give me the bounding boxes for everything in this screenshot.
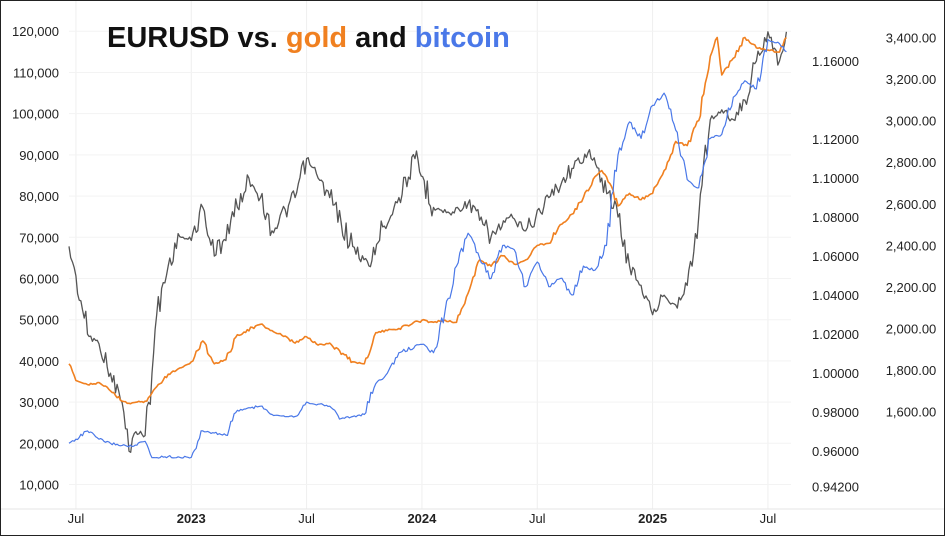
chart-title-part-and: and: [347, 22, 415, 54]
gold-axis-tick-label: 1,600.00: [886, 405, 937, 420]
chart-title-part-eurusd: EURUSD vs.: [107, 22, 286, 54]
gold-axis-tick-label: 3,400.00: [886, 31, 937, 46]
eurusd-axis-tick-label: 0.94200: [812, 479, 859, 494]
bitcoin-axis-tick-label: 80,000: [19, 189, 59, 204]
bitcoin-axis-tick-label: 110,000: [13, 65, 59, 80]
eurusd-axis-tick-label: 0.96000: [812, 444, 859, 459]
eurusd-axis-tick-label: 1.02000: [812, 327, 859, 342]
x-tick-label: 2024: [407, 511, 437, 526]
x-tick-label: 2023: [177, 511, 206, 526]
bitcoin-axis-tick-label: 100,000: [12, 107, 59, 122]
bitcoin-axis-tick-label: 20,000: [19, 436, 59, 451]
gold-axis-tick-label: 3,000.00: [886, 114, 937, 129]
eurusd-axis-tick-label: 1.16000: [812, 54, 859, 69]
chart-title-part-gold: gold: [286, 22, 347, 54]
bitcoin-axis-tick-label: 30,000: [19, 395, 59, 410]
x-tick-label: Jul: [298, 511, 315, 526]
bitcoin-axis-tick-label: 90,000: [19, 148, 59, 163]
gold-axis-tick-label: 2,200.00: [886, 280, 937, 295]
bitcoin-axis-tick-label: 70,000: [19, 230, 59, 245]
series-layer: [68, 31, 788, 459]
bitcoin-axis-tick-label: 40,000: [19, 354, 59, 369]
tick-layer: Jul 2023 Jul 2024 Jul 2025 Jul 10,000 20,000 30,0…: [12, 24, 936, 526]
series-line-bitcoin: [68, 38, 787, 459]
gold-axis-tick-label: 1,800.00: [886, 363, 937, 378]
eurusd-axis-tick-label: 1.06000: [812, 249, 859, 264]
eurusd-axis-tick-label: 1.00000: [812, 366, 859, 381]
x-tick-label: Jul: [529, 511, 546, 526]
grid-layer: [1, 1, 944, 510]
x-tick-label: Jul: [760, 511, 777, 526]
bitcoin-axis-tick-label: 120,000: [12, 24, 59, 39]
gold-axis-tick-label: 2,600.00: [886, 197, 937, 212]
bitcoin-axis-tick-label: 50,000: [19, 313, 59, 328]
series-line-gold: [68, 36, 787, 405]
gold-axis-tick-label: 2,400.00: [886, 238, 937, 253]
eurusd-axis-tick-label: 1.04000: [812, 288, 859, 303]
bitcoin-axis-tick-label: 60,000: [19, 271, 59, 286]
gold-axis-tick-label: 2,800.00: [886, 155, 937, 170]
eurusd-axis-tick-label: 1.08000: [812, 210, 859, 225]
eurusd-axis-tick-label: 1.10000: [812, 171, 859, 186]
series-line-eurusd: [68, 31, 788, 453]
chart-title: EURUSD vs. gold and bitcoin: [107, 22, 510, 54]
gold-axis-tick-label: 3,200.00: [886, 72, 937, 87]
x-tick-label: Jul: [68, 511, 85, 526]
eurusd-axis-tick-label: 1.12000: [812, 132, 859, 147]
eurusd-axis-tick-label: 0.98000: [812, 405, 859, 420]
bitcoin-axis-tick-label: 10,000: [19, 478, 59, 493]
x-tick-label: 2025: [638, 511, 667, 526]
gold-axis-tick-label: 2,000.00: [886, 322, 937, 337]
chart-title-part-bitcoin: bitcoin: [415, 22, 510, 54]
